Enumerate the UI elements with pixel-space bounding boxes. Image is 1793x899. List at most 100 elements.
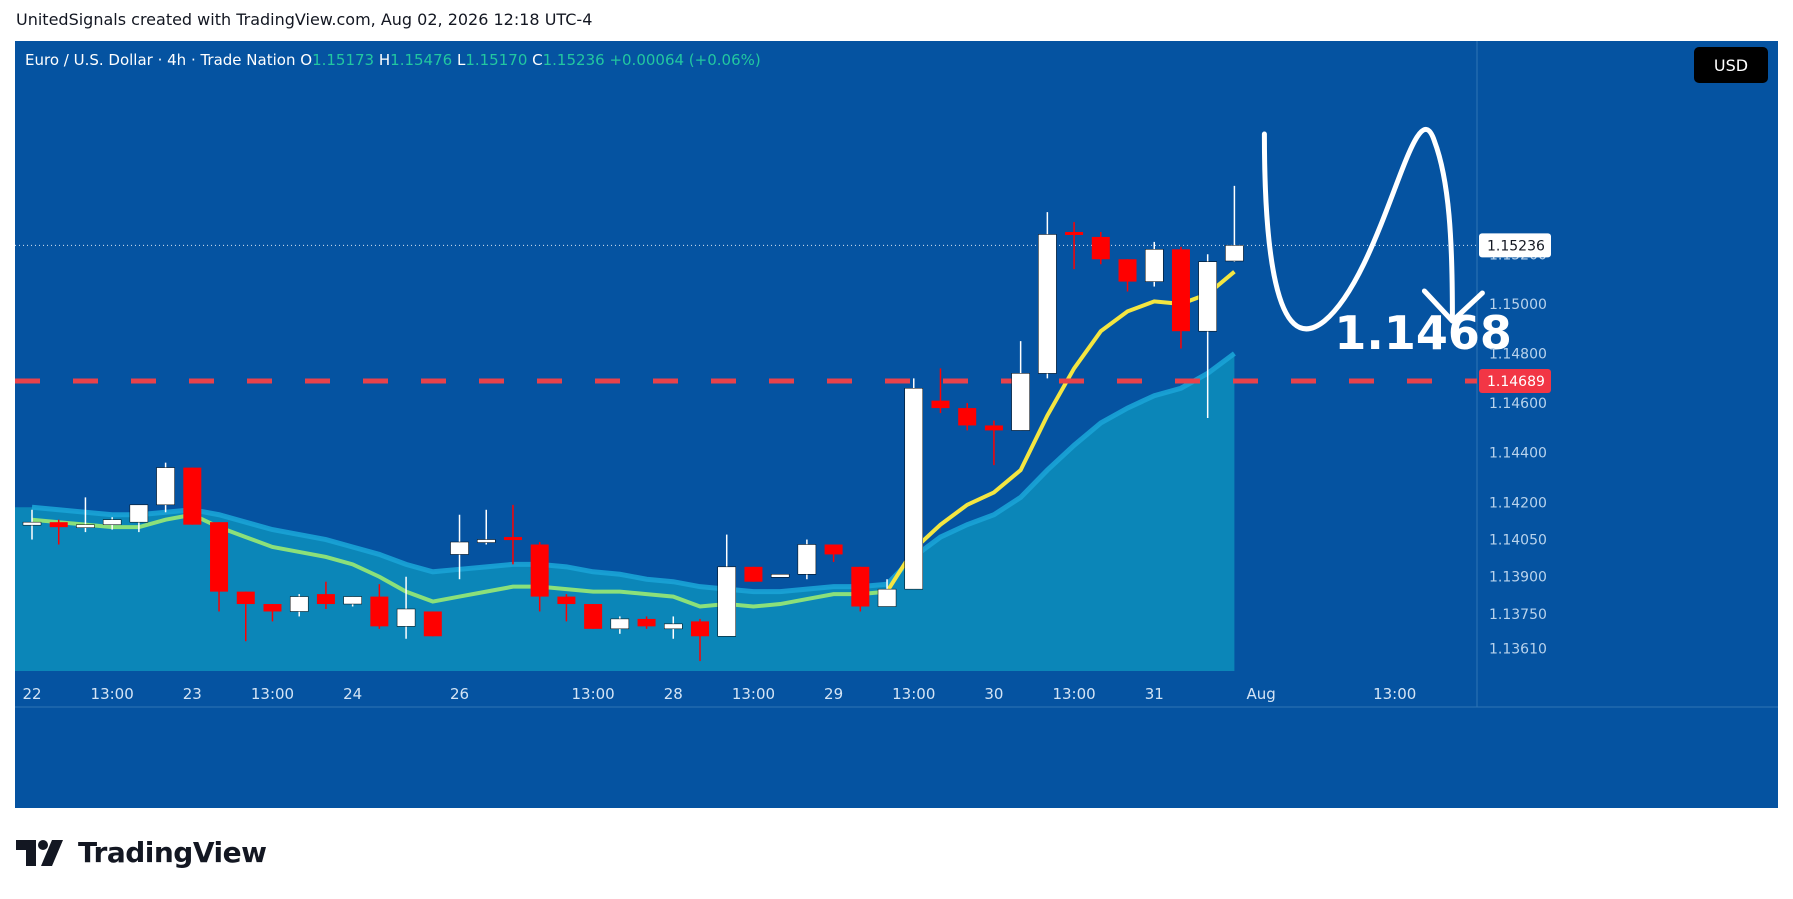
chart-background xyxy=(15,41,1778,808)
x-tick-label: 29 xyxy=(824,685,843,703)
candle-body xyxy=(691,621,709,637)
candle-body xyxy=(49,522,68,528)
candle-body xyxy=(289,596,309,612)
low-label: L xyxy=(456,51,466,69)
candle-13 xyxy=(370,584,389,629)
level-price-tag xyxy=(1479,369,1551,394)
candle-16 xyxy=(450,514,469,580)
x-tick-label: 13:00 xyxy=(251,685,294,703)
candle-body xyxy=(530,544,549,597)
candle-39 xyxy=(1065,222,1084,270)
candle-26 xyxy=(717,534,736,637)
candle-29 xyxy=(797,539,817,580)
candle-body xyxy=(316,594,335,605)
candle-body xyxy=(210,522,229,592)
candle-body xyxy=(717,566,736,637)
y-tick-label: 1.14600 xyxy=(1489,396,1547,412)
x-tick-label: 13:00 xyxy=(732,685,775,703)
candle-28 xyxy=(770,574,790,578)
candle-25 xyxy=(691,618,709,662)
candle-body xyxy=(610,618,630,630)
candle-23 xyxy=(637,616,656,629)
candle-body xyxy=(263,604,282,612)
x-tick-label: 22 xyxy=(22,685,41,703)
candle-body xyxy=(770,574,790,578)
candle-15 xyxy=(423,611,442,637)
open-value: 1.15173 xyxy=(312,51,375,69)
candle-body xyxy=(1091,236,1110,260)
candle-33 xyxy=(904,378,924,590)
x-tick-label: 13:00 xyxy=(1052,685,1095,703)
candle-6 xyxy=(183,467,202,525)
y-tick-label: 1.13750 xyxy=(1489,607,1547,623)
candle-1 xyxy=(49,519,68,545)
chart-frame[interactable]: 1.14681.152001.150001.148001.146001.1440… xyxy=(15,41,1778,808)
currency-button[interactable]: USD xyxy=(1694,47,1768,83)
candle-41 xyxy=(1118,259,1137,292)
x-tick-label: 13:00 xyxy=(572,685,615,703)
x-tick-label: Aug xyxy=(1246,685,1275,703)
candle-24 xyxy=(664,616,683,639)
candle-body xyxy=(236,591,255,605)
candle-body xyxy=(22,521,42,526)
symbol-label[interactable]: Euro / U.S. Dollar · 4h · Trade Nation xyxy=(25,51,296,69)
tradingview-logo[interactable]: TradingView xyxy=(16,836,267,869)
high-label: H xyxy=(378,51,391,69)
candle-body xyxy=(584,604,603,629)
open-label: O xyxy=(300,51,313,69)
y-tick-label: 1.14050 xyxy=(1489,533,1547,549)
candle-body xyxy=(396,608,416,627)
change-value: +0.00064 (+0.06%) xyxy=(609,51,761,69)
candle-body xyxy=(637,618,656,627)
x-tick-label: 23 xyxy=(183,685,202,703)
y-tick-label: 1.14800 xyxy=(1489,347,1547,363)
candle-body xyxy=(76,524,95,528)
candle-body xyxy=(343,596,362,605)
candle-body xyxy=(423,611,442,637)
y-tick-label: 1.15000 xyxy=(1489,297,1547,313)
candle-body xyxy=(931,400,950,409)
candle-21 xyxy=(584,604,603,629)
candle-30 xyxy=(824,544,843,562)
candle-body xyxy=(984,425,1003,431)
ema-slow-line xyxy=(31,351,1236,595)
candle-body xyxy=(450,541,469,555)
candle-7 xyxy=(210,522,229,612)
candle-11 xyxy=(316,581,335,609)
x-tick-label: 13:00 xyxy=(1373,685,1416,703)
y-tick-label: 1.14400 xyxy=(1489,446,1547,462)
candle-5 xyxy=(156,462,175,513)
candle-body xyxy=(503,537,522,541)
candle-body xyxy=(476,539,496,543)
current-price-tag-text: 1.15236 xyxy=(1487,238,1545,254)
high-value: 1.15476 xyxy=(390,51,453,69)
candle-body xyxy=(904,387,924,590)
candle-2 xyxy=(76,497,95,533)
low-value: 1.15170 xyxy=(465,51,528,69)
candle-31 xyxy=(851,566,870,612)
candle-body xyxy=(664,623,683,630)
candle-32 xyxy=(877,579,897,607)
tradingview-logo-text: TradingView xyxy=(78,836,267,869)
candle-body xyxy=(1144,249,1164,282)
x-tick-label: 31 xyxy=(1145,685,1164,703)
level-price-tag-text: 1.14689 xyxy=(1487,374,1545,390)
candle-44 xyxy=(1198,254,1217,419)
ohlc-legend: Euro / U.S. Dollar · 4h · Trade Nation O… xyxy=(25,51,761,69)
candle-body xyxy=(877,588,897,607)
ema-fast-line-green xyxy=(31,512,888,609)
candle-38 xyxy=(1038,212,1057,379)
x-tick-label: 13:00 xyxy=(91,685,134,703)
candle-14 xyxy=(396,576,416,639)
candle-body xyxy=(1011,373,1030,431)
candle-body xyxy=(1118,259,1137,282)
candle-body xyxy=(824,544,843,555)
candle-8 xyxy=(236,591,255,642)
candle-40 xyxy=(1091,231,1110,265)
price-chart[interactable]: 1.14681.152001.150001.148001.146001.1440… xyxy=(15,41,1778,808)
close-label: C xyxy=(532,51,543,69)
candle-body xyxy=(557,596,576,605)
candle-42 xyxy=(1144,241,1164,287)
candle-12 xyxy=(343,596,362,607)
x-tick-label: 26 xyxy=(450,685,469,703)
